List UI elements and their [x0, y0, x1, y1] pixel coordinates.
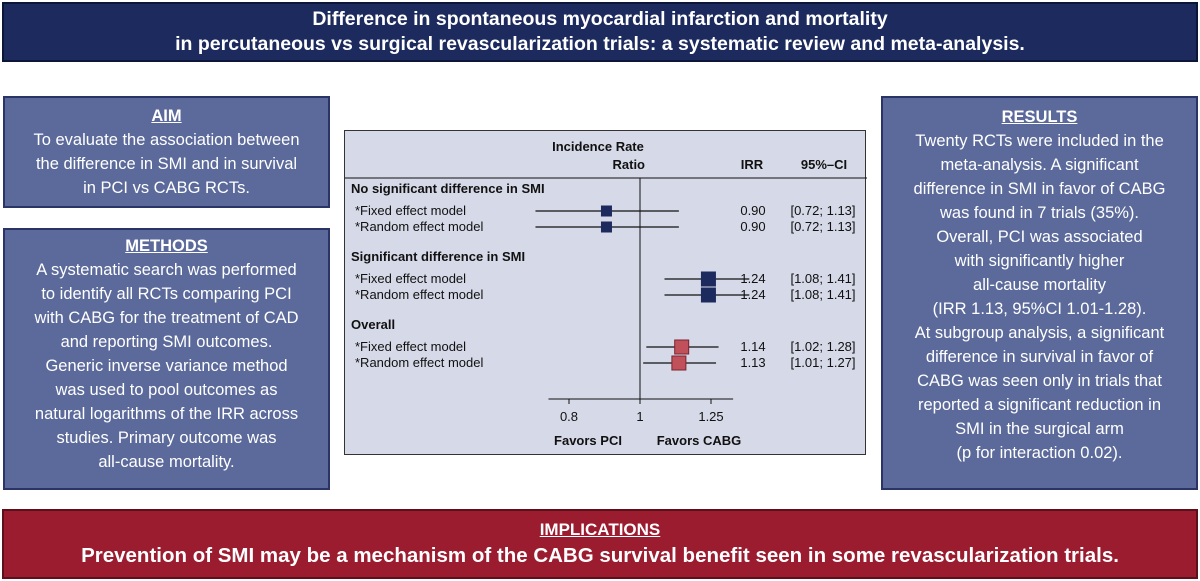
row-label: *Fixed effect model — [355, 339, 466, 354]
ci-value: [1.08; 1.41] — [790, 287, 855, 302]
favors-cabg-label: Favors CABG — [657, 433, 742, 448]
x-tick-label: 1 — [636, 409, 643, 424]
irr-value: 0.90 — [740, 203, 765, 218]
estimate-marker — [600, 221, 612, 233]
group-title: Overall — [351, 317, 395, 332]
estimate-marker — [674, 339, 690, 355]
favors-pci-label: Favors PCI — [554, 433, 622, 448]
aim-text: To evaluate the association between the … — [33, 131, 300, 197]
title-line-1: Difference in spontaneous myocardial inf… — [312, 8, 888, 30]
row-label: *Random effect model — [355, 287, 483, 302]
implications-banner: IMPLICATIONS Prevention of SMI may be a … — [2, 509, 1198, 579]
group-title: No significant difference in SMI — [351, 181, 545, 196]
methods-text: A systematic search was performed to ide… — [34, 261, 299, 471]
results-heading: RESULTS — [1001, 108, 1078, 126]
estimate-marker — [700, 271, 716, 287]
implications-text: Prevention of SMI may be a mechanism of … — [81, 544, 1119, 567]
irr-value: 0.90 — [740, 219, 765, 234]
row-label: *Fixed effect model — [355, 203, 466, 218]
aim-panel: AIM To evaluate the association between … — [3, 96, 330, 208]
estimate-marker — [600, 205, 612, 217]
ci-value: [1.01; 1.27] — [790, 355, 855, 370]
row-label: *Random effect model — [355, 355, 483, 370]
header-measure-line-2: Ratio — [613, 157, 646, 172]
results-panel: RESULTS Twenty RCTs were included in the… — [881, 96, 1198, 490]
x-tick-label: 0.8 — [560, 409, 578, 424]
forest-plot-svg: Incidence Rate Ratio IRR 95%–CI No significa… — [345, 139, 867, 448]
methods-panel: METHODS A systematic search was performe… — [3, 228, 330, 490]
x-tick-label: 1.25 — [698, 409, 723, 424]
header-irr: IRR — [741, 157, 764, 172]
group-title: Significant difference in SMI — [351, 249, 525, 264]
irr-value: 1.24 — [740, 287, 765, 302]
title-line-2: in percutaneous vs surgical revasculariz… — [175, 33, 1025, 55]
ci-value: [0.72; 1.13] — [790, 219, 855, 234]
irr-value: 1.24 — [740, 271, 765, 286]
irr-value: 1.14 — [740, 339, 765, 354]
aim-heading: AIM — [151, 107, 182, 125]
row-label: *Random effect model — [355, 219, 483, 234]
row-label: *Fixed effect model — [355, 271, 466, 286]
estimate-marker — [700, 287, 716, 303]
ci-value: [1.02; 1.28] — [790, 339, 855, 354]
header-ci: 95%–CI — [801, 157, 847, 172]
header-measure-line-1: Incidence Rate — [552, 139, 644, 154]
methods-heading: METHODS — [125, 237, 208, 255]
ci-value: [0.72; 1.13] — [790, 203, 855, 218]
ci-value: [1.08; 1.41] — [790, 271, 855, 286]
estimate-marker — [671, 355, 687, 371]
title-banner: Difference in spontaneous myocardial inf… — [2, 2, 1198, 62]
implications-heading: IMPLICATIONS — [539, 520, 661, 539]
irr-value: 1.13 — [740, 355, 765, 370]
results-text: Twenty RCTs were included in the meta-an… — [913, 132, 1166, 462]
forest-plot: Incidence Rate Ratio IRR 95%–CI No significa… — [344, 130, 867, 455]
